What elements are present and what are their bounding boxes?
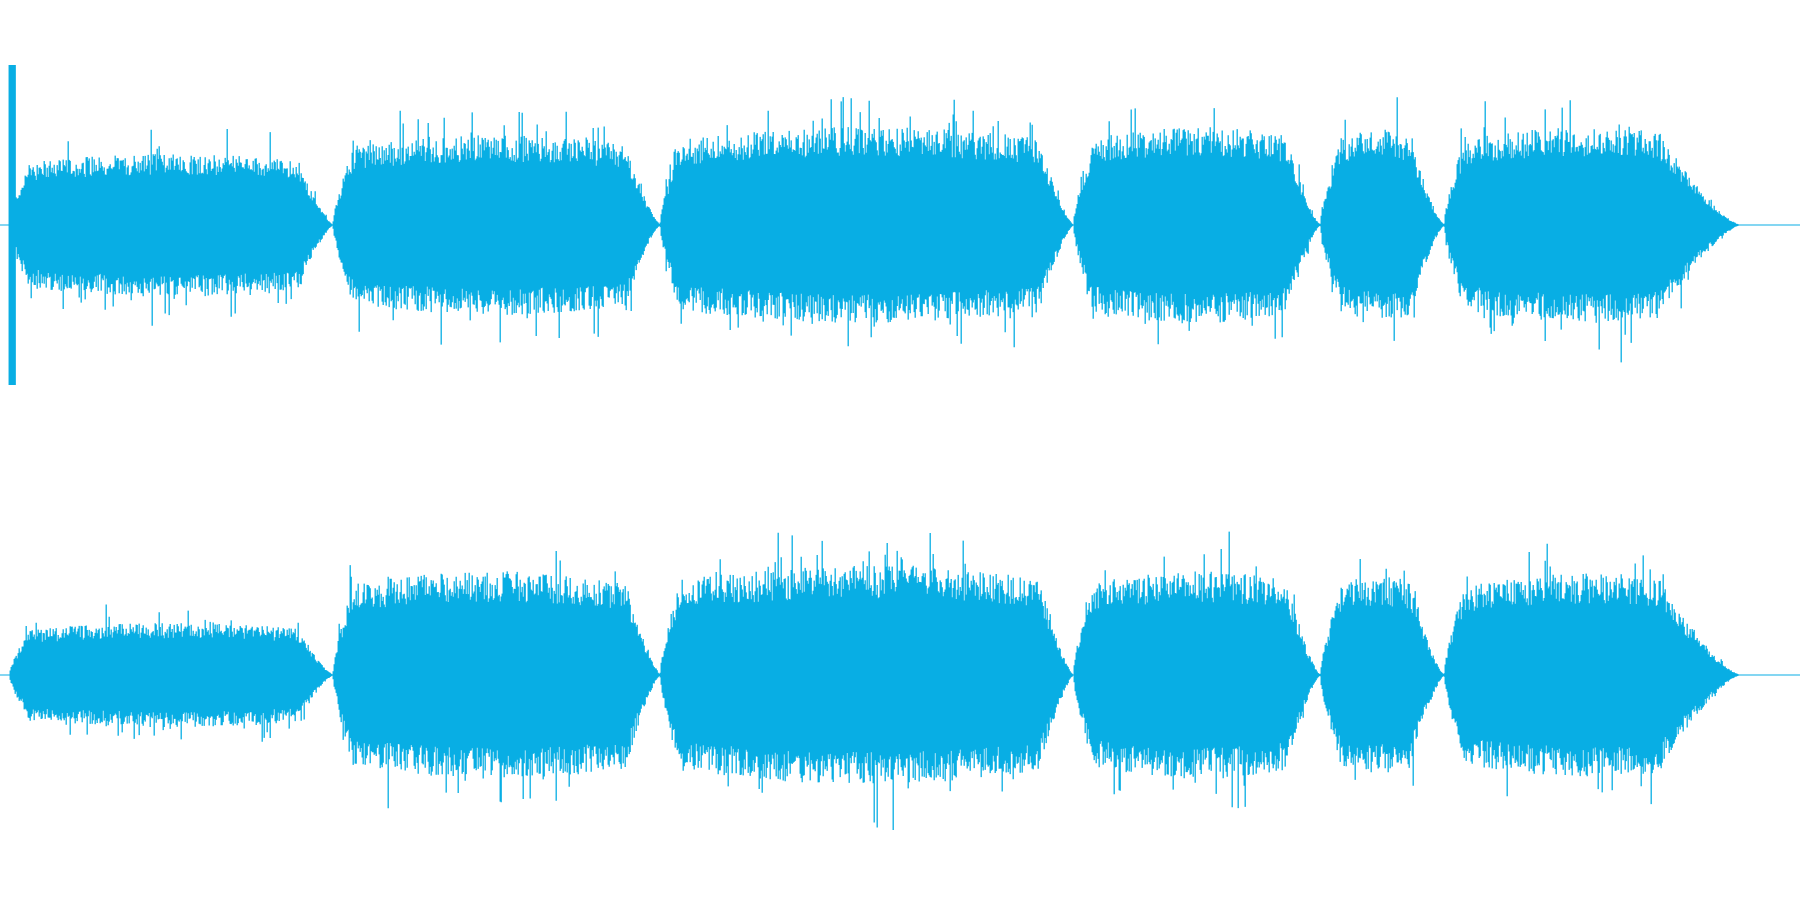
channel-waveform — [8, 531, 1739, 830]
channel-waveform — [8, 65, 1739, 385]
